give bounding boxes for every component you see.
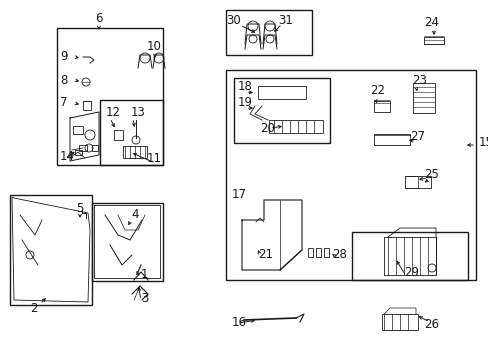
Bar [100,100,163,165]
Text: 27: 27 [409,130,424,143]
Text: 24: 24 [423,15,438,28]
Bar [315,248,320,256]
Text: 18: 18 [238,81,252,94]
Text: 20: 20 [260,122,274,135]
Bar [92,203,163,281]
Text: 4: 4 [131,208,138,221]
Bar [268,120,323,132]
Bar [73,126,83,134]
Text: 7: 7 [60,96,67,109]
Bar [373,134,409,144]
Text: 23: 23 [411,73,426,86]
Bar [383,237,435,275]
Text: 5: 5 [76,202,83,215]
Text: 31: 31 [278,13,292,27]
Text: 13: 13 [131,107,145,120]
Bar [74,149,81,154]
Bar [79,145,87,151]
Text: 1: 1 [141,267,148,280]
Bar [373,100,389,112]
Bar [423,36,443,44]
Bar [258,85,305,99]
Bar [83,100,91,109]
Text: 14: 14 [60,149,75,162]
Text: 9: 9 [60,50,67,63]
Bar [10,195,92,305]
Text: 19: 19 [238,96,252,109]
Text: 28: 28 [331,248,346,261]
Bar [57,28,163,165]
Text: 26: 26 [423,319,438,332]
Bar [404,176,430,188]
Bar [92,145,98,151]
Bar [412,83,434,113]
Text: 22: 22 [369,85,384,98]
Text: 16: 16 [231,315,246,328]
Bar [351,232,467,280]
Text: 30: 30 [225,13,240,27]
Text: 15: 15 [478,136,488,149]
Bar [113,130,122,140]
Bar [225,10,311,55]
Text: 12: 12 [106,107,121,120]
Text: 25: 25 [423,167,438,180]
Bar [225,70,475,280]
Text: 10: 10 [147,40,162,54]
Text: 17: 17 [231,189,246,202]
Text: 11: 11 [147,152,162,165]
Bar [307,248,312,256]
Text: 2: 2 [30,302,38,315]
Bar [381,314,417,330]
Text: 3: 3 [141,292,148,305]
Text: 29: 29 [403,266,418,279]
Text: 8: 8 [60,73,67,86]
Bar [323,248,328,256]
Text: 6: 6 [95,12,102,24]
Bar [123,146,147,158]
Text: 21: 21 [258,248,272,261]
Bar [234,78,329,143]
